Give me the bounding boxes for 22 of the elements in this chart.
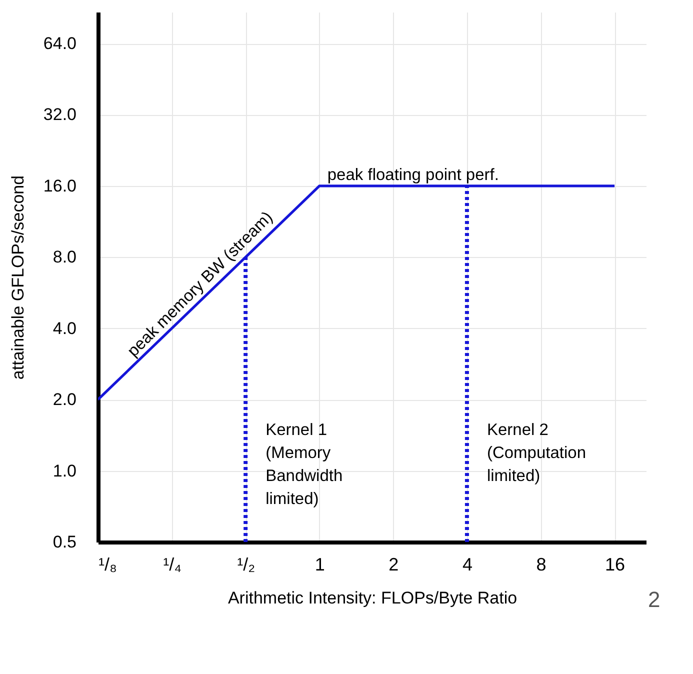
x-tick-label: ¹/₂ [237,554,256,574]
y-tick-label: 2.0 [52,390,76,410]
y-tick-label: 1.0 [52,461,76,480]
y-tick-label: 64.0 [43,34,76,54]
annotation: Kernel 1 (Memory Bandwidth limited) [266,421,343,508]
text: 2 [648,587,660,612]
y-tick-label: 4.0 [52,318,76,338]
y-axis-title: attainable GFLOPs/second [8,175,28,380]
x-axis-title: Arithmetic Intensity: FLOPs/Byte Ratio [228,588,518,608]
x-tick-label: 16 [605,554,626,574]
x-tick-label: ¹/₈ [98,554,117,574]
annotation: Kernel 2 (Computation limited) [486,421,586,485]
y-tick-label: 8.0 [52,248,76,267]
x-tick-label: 4 [462,554,472,574]
y-tick-label: 0.5 [52,532,76,552]
x-tick-label: 2 [388,554,399,574]
x-tick-label: ¹/₄ [163,554,182,574]
annotation: peak floating point perf. [327,166,499,184]
y-tick-label: 16.0 [43,176,76,196]
y-tick-label: 32.0 [43,105,76,124]
x-tick-label: 1 [314,554,325,574]
x-tick-label: 8 [536,554,546,574]
